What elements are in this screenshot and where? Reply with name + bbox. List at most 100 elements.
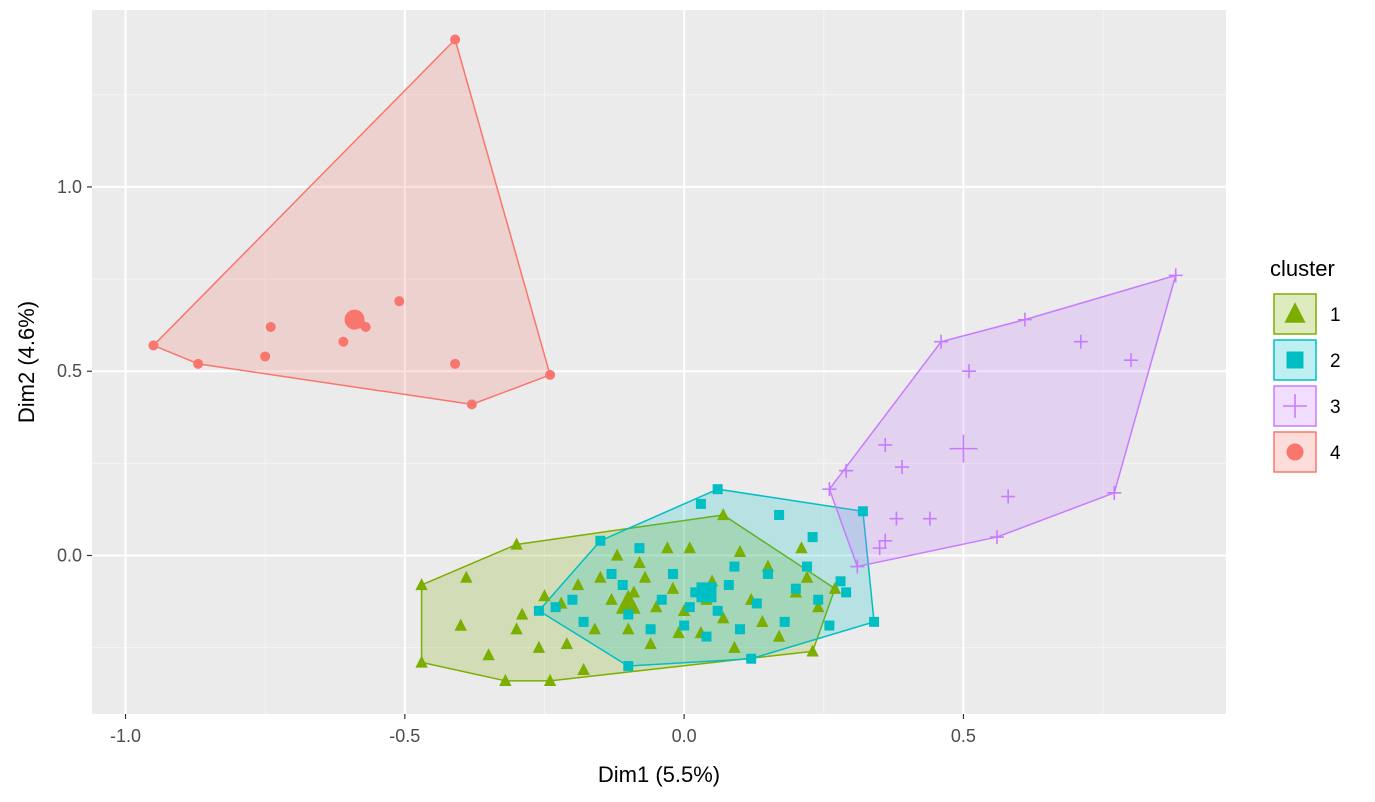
cluster-2-hull — [538, 488, 875, 667]
x-axis-title: Dim1 (5.5%) — [598, 762, 720, 787]
cluster-3-point — [878, 437, 893, 452]
cluster-1-point — [605, 592, 618, 605]
axes: -1.0 -0.5 0.0 0.5 0.0 0.5 1.0 — [57, 177, 976, 746]
legend-title: cluster — [1270, 256, 1335, 281]
cluster-1-point — [499, 673, 512, 687]
legend-marker-2 — [1286, 351, 1304, 369]
cluster-3-point — [1017, 312, 1032, 327]
cluster-2-point — [679, 620, 690, 631]
cluster-2-point — [578, 616, 589, 627]
cluster-4-point — [338, 336, 349, 347]
cluster-2-point — [790, 583, 801, 594]
cluster-1-point — [515, 607, 529, 620]
cluster-4-hull — [152, 38, 551, 406]
cluster-1-point — [795, 541, 808, 554]
legend-label-3: 3 — [1330, 397, 1341, 418]
cluster-3-point — [1107, 485, 1122, 500]
cluster-2-point — [762, 568, 773, 579]
cluster-2-point — [751, 598, 762, 609]
cluster-1-point — [510, 622, 523, 635]
cluster-1-point — [594, 570, 607, 583]
cluster-3-point — [839, 463, 854, 478]
cluster-4-point — [545, 369, 556, 380]
cluster-1-point — [677, 603, 691, 616]
legend-label-4: 4 — [1330, 443, 1341, 464]
cluster-1-point — [415, 578, 428, 591]
cluster-4-point — [148, 340, 159, 351]
legend-marker-3 — [1283, 394, 1307, 418]
major-grid-lines — [92, 10, 1226, 714]
cluster-1-point — [588, 622, 601, 635]
cluster-2-point — [623, 661, 634, 672]
cluster-1-point — [761, 559, 775, 572]
cluster-3-point — [922, 511, 937, 526]
legend-marker-1 — [1284, 302, 1306, 323]
cluster-2-point — [841, 587, 852, 598]
cluster-1-point — [644, 637, 657, 650]
cluster-1-point — [806, 644, 819, 657]
cluster-2-point — [746, 653, 757, 664]
cluster-2-point — [779, 616, 790, 627]
cluster-3-point — [989, 530, 1004, 545]
cluster-2-point — [869, 616, 880, 627]
cluster-2-point — [723, 579, 734, 590]
cluster-2-point — [623, 609, 634, 620]
cluster-2-point — [684, 602, 695, 613]
cluster-1-point — [638, 570, 652, 583]
legend-label-2: 2 — [1330, 351, 1341, 372]
cluster-1-point — [571, 578, 585, 591]
cluster-1-point — [666, 581, 680, 594]
cluster-2-point — [729, 561, 740, 572]
cluster-1-point — [800, 570, 814, 583]
cluster-2-point — [735, 624, 745, 635]
cluster-2-point — [802, 561, 813, 572]
cluster-2-point — [813, 594, 824, 605]
cluster-1-point — [733, 544, 747, 557]
cluster-1-point — [756, 614, 769, 628]
cluster-4-point — [450, 34, 461, 45]
cluster-2-point — [533, 605, 544, 616]
cluster-1-point — [683, 541, 696, 554]
cluster-2-point — [634, 543, 645, 554]
legend-marker-4 — [1286, 443, 1304, 461]
cluster-1-point — [650, 600, 663, 613]
cluster-4-centroid — [344, 309, 365, 330]
cluster-2-point — [667, 568, 678, 579]
cluster-1-point — [717, 611, 730, 624]
cluster-2-point — [695, 498, 706, 509]
cluster-4-point — [450, 358, 461, 369]
cluster-1-centroid — [615, 589, 641, 614]
cluster-3-hull — [828, 274, 1177, 568]
cluster-2-point — [824, 620, 835, 631]
cluster-3-point — [1073, 334, 1088, 349]
cluster-2-point — [712, 484, 723, 495]
x-tick-label: 0.5 — [951, 726, 976, 746]
cluster-4-point — [265, 321, 276, 332]
cluster-1-point — [672, 626, 685, 639]
cluster-1-point — [577, 662, 590, 675]
cluster-2-centroid — [696, 582, 717, 603]
cluster-2-point — [807, 532, 818, 543]
cluster-1-point — [415, 655, 428, 668]
legend-label-1: 1 — [1330, 305, 1341, 326]
cluster-2-point — [567, 594, 578, 605]
x-tick-label: -0.5 — [389, 726, 420, 746]
cluster-3-point — [934, 334, 949, 349]
cluster-1-point — [560, 637, 574, 650]
legend: cluster 1 2 3 4 — [1270, 256, 1341, 473]
cluster-1-point — [828, 581, 842, 594]
cluster-1-point — [728, 640, 741, 653]
cluster-1-point — [454, 618, 467, 631]
cluster-1-point — [622, 622, 635, 635]
cluster-3-centroid — [949, 434, 978, 463]
y-tick-label: 0.5 — [57, 361, 82, 381]
cluster-2-point — [550, 602, 561, 613]
cluster-3-point — [1124, 353, 1139, 368]
cluster-1-point — [482, 648, 495, 661]
x-tick-label: 0.0 — [672, 726, 697, 746]
cluster-4-point — [466, 399, 477, 410]
cluster-3-point — [850, 559, 865, 574]
cluster-2-point — [617, 579, 628, 590]
y-tick-label: 1.0 — [57, 177, 82, 197]
cluster-2-point — [595, 535, 606, 546]
